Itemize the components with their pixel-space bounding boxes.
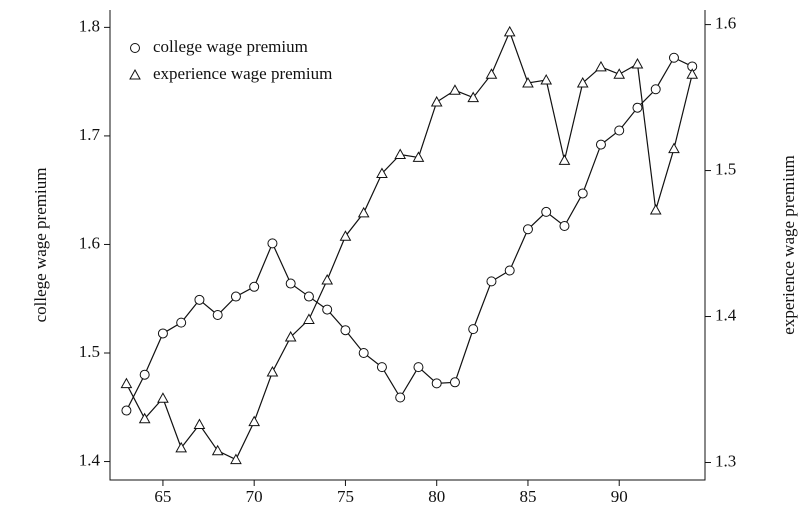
x-tick-label: 70 bbox=[246, 487, 263, 506]
y-tick-label: 1.6 bbox=[79, 233, 100, 252]
x-tick-label: 75 bbox=[337, 487, 354, 506]
legend-label: experience wage premium bbox=[153, 64, 332, 83]
y-tick-label: 1.4 bbox=[79, 450, 101, 469]
data-point bbox=[284, 330, 297, 342]
x-tick-label: 80 bbox=[428, 487, 445, 506]
data-point bbox=[230, 291, 241, 302]
data-point bbox=[395, 392, 406, 403]
data-point bbox=[303, 313, 315, 324]
data-point bbox=[431, 378, 442, 389]
data-point bbox=[577, 188, 588, 199]
y-axis-label: college wage premium bbox=[31, 168, 50, 323]
data-point bbox=[285, 278, 296, 289]
data-point bbox=[303, 291, 314, 302]
data-point bbox=[194, 294, 205, 305]
y2-tick-label: 1.6 bbox=[715, 14, 736, 33]
data-point bbox=[449, 84, 461, 95]
data-point bbox=[175, 441, 188, 453]
data-point bbox=[650, 84, 661, 95]
data-point bbox=[504, 265, 515, 276]
data-point bbox=[558, 154, 571, 165]
data-point bbox=[212, 310, 223, 321]
x-tick-label: 90 bbox=[611, 487, 628, 506]
x-tick-label: 85 bbox=[519, 487, 536, 506]
series-line bbox=[125, 30, 693, 461]
y-tick-label: 1.5 bbox=[79, 342, 100, 361]
data-point bbox=[394, 148, 407, 160]
data-point bbox=[322, 304, 333, 315]
data-point bbox=[139, 369, 150, 380]
data-point bbox=[668, 142, 680, 154]
data-point bbox=[449, 377, 460, 388]
legend-marker bbox=[130, 43, 140, 53]
data-point bbox=[230, 453, 242, 465]
data-point bbox=[412, 151, 425, 162]
y-tick-label: 1.7 bbox=[79, 125, 101, 144]
data-point bbox=[248, 415, 261, 427]
data-point bbox=[157, 328, 168, 339]
y2-axis-label: experience wage premium bbox=[779, 155, 798, 334]
data-point bbox=[631, 57, 644, 69]
data-point bbox=[249, 281, 260, 292]
data-point bbox=[266, 365, 279, 377]
data-point bbox=[576, 76, 589, 88]
y2-tick-label: 1.5 bbox=[715, 159, 736, 178]
data-point bbox=[267, 238, 278, 249]
data-point bbox=[358, 348, 369, 359]
data-point bbox=[467, 91, 480, 103]
data-point bbox=[176, 317, 187, 328]
y2-tick-label: 1.3 bbox=[715, 451, 736, 470]
legend-marker bbox=[129, 68, 141, 80]
data-point bbox=[120, 377, 133, 389]
data-point bbox=[468, 324, 479, 335]
data-point bbox=[686, 68, 699, 79]
data-point bbox=[339, 230, 352, 241]
data-point bbox=[540, 74, 553, 85]
data-point bbox=[522, 224, 533, 235]
data-point bbox=[614, 125, 625, 136]
series-line bbox=[125, 56, 693, 411]
data-point bbox=[503, 25, 516, 37]
legend-label: college wage premium bbox=[153, 37, 308, 56]
data-point bbox=[649, 203, 662, 215]
data-point bbox=[211, 444, 224, 456]
data-point bbox=[413, 362, 424, 373]
y2-tick-label: 1.4 bbox=[715, 305, 737, 324]
y-tick-label: 1.8 bbox=[79, 16, 100, 35]
data-point bbox=[430, 95, 443, 107]
x-tick-label: 65 bbox=[154, 487, 171, 506]
data-point bbox=[357, 206, 370, 218]
data-point bbox=[193, 418, 206, 430]
data-point bbox=[340, 325, 351, 336]
data-point bbox=[559, 221, 570, 232]
data-point bbox=[632, 102, 643, 113]
data-point bbox=[522, 76, 534, 88]
data-point bbox=[121, 405, 132, 416]
data-point bbox=[595, 60, 607, 72]
data-point bbox=[376, 167, 388, 178]
axes bbox=[109, 10, 706, 481]
data-point bbox=[486, 276, 497, 287]
data-point bbox=[485, 68, 498, 79]
data-point bbox=[138, 412, 151, 424]
data-point bbox=[157, 392, 169, 403]
data-point bbox=[668, 52, 679, 63]
data-point bbox=[376, 362, 387, 373]
data-point bbox=[595, 139, 606, 150]
data-point bbox=[613, 68, 626, 79]
data-point bbox=[541, 206, 552, 217]
data-point bbox=[321, 274, 334, 285]
